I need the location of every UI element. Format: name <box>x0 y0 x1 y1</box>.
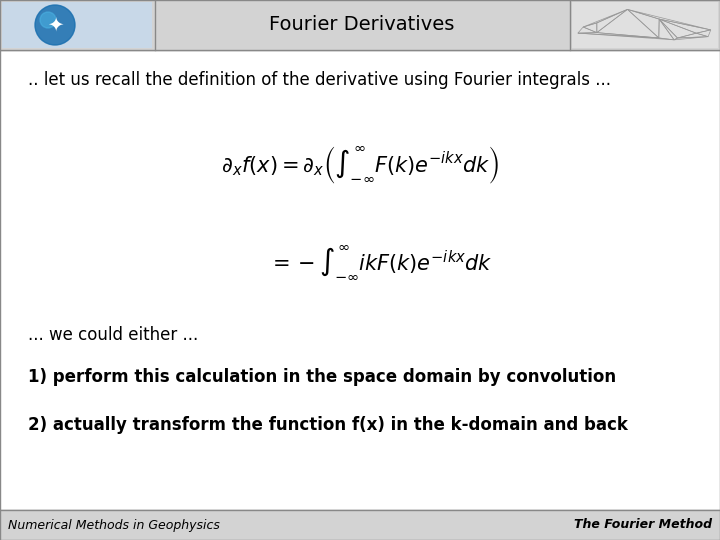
Text: ✦: ✦ <box>47 16 63 35</box>
Text: .. let us recall the definition of the derivative using Fourier integrals ...: .. let us recall the definition of the d… <box>28 71 611 89</box>
FancyBboxPatch shape <box>0 50 720 510</box>
Text: ... we could either ...: ... we could either ... <box>28 326 198 344</box>
Text: The Fourier Method: The Fourier Method <box>574 518 712 531</box>
FancyBboxPatch shape <box>572 2 718 48</box>
Text: $= -\int_{-\infty}^{\infty} ik F(k)e^{-ikx}dk$: $= -\int_{-\infty}^{\infty} ik F(k)e^{-i… <box>268 243 492 281</box>
FancyBboxPatch shape <box>2 2 152 48</box>
Text: 1) perform this calculation in the space domain by convolution: 1) perform this calculation in the space… <box>28 368 616 386</box>
FancyBboxPatch shape <box>0 510 720 540</box>
Text: $\partial_x f(x) = \partial_x \left( \int_{-\infty}^{\infty} F(k)e^{-ikx}dk \rig: $\partial_x f(x) = \partial_x \left( \in… <box>221 144 499 186</box>
Text: 2) actually transform the function f(x) in the k-domain and back: 2) actually transform the function f(x) … <box>28 416 628 434</box>
Text: Fourier Derivatives: Fourier Derivatives <box>269 16 455 35</box>
Circle shape <box>35 5 75 45</box>
FancyBboxPatch shape <box>0 0 720 50</box>
Circle shape <box>40 12 56 28</box>
Text: Numerical Methods in Geophysics: Numerical Methods in Geophysics <box>8 518 220 531</box>
